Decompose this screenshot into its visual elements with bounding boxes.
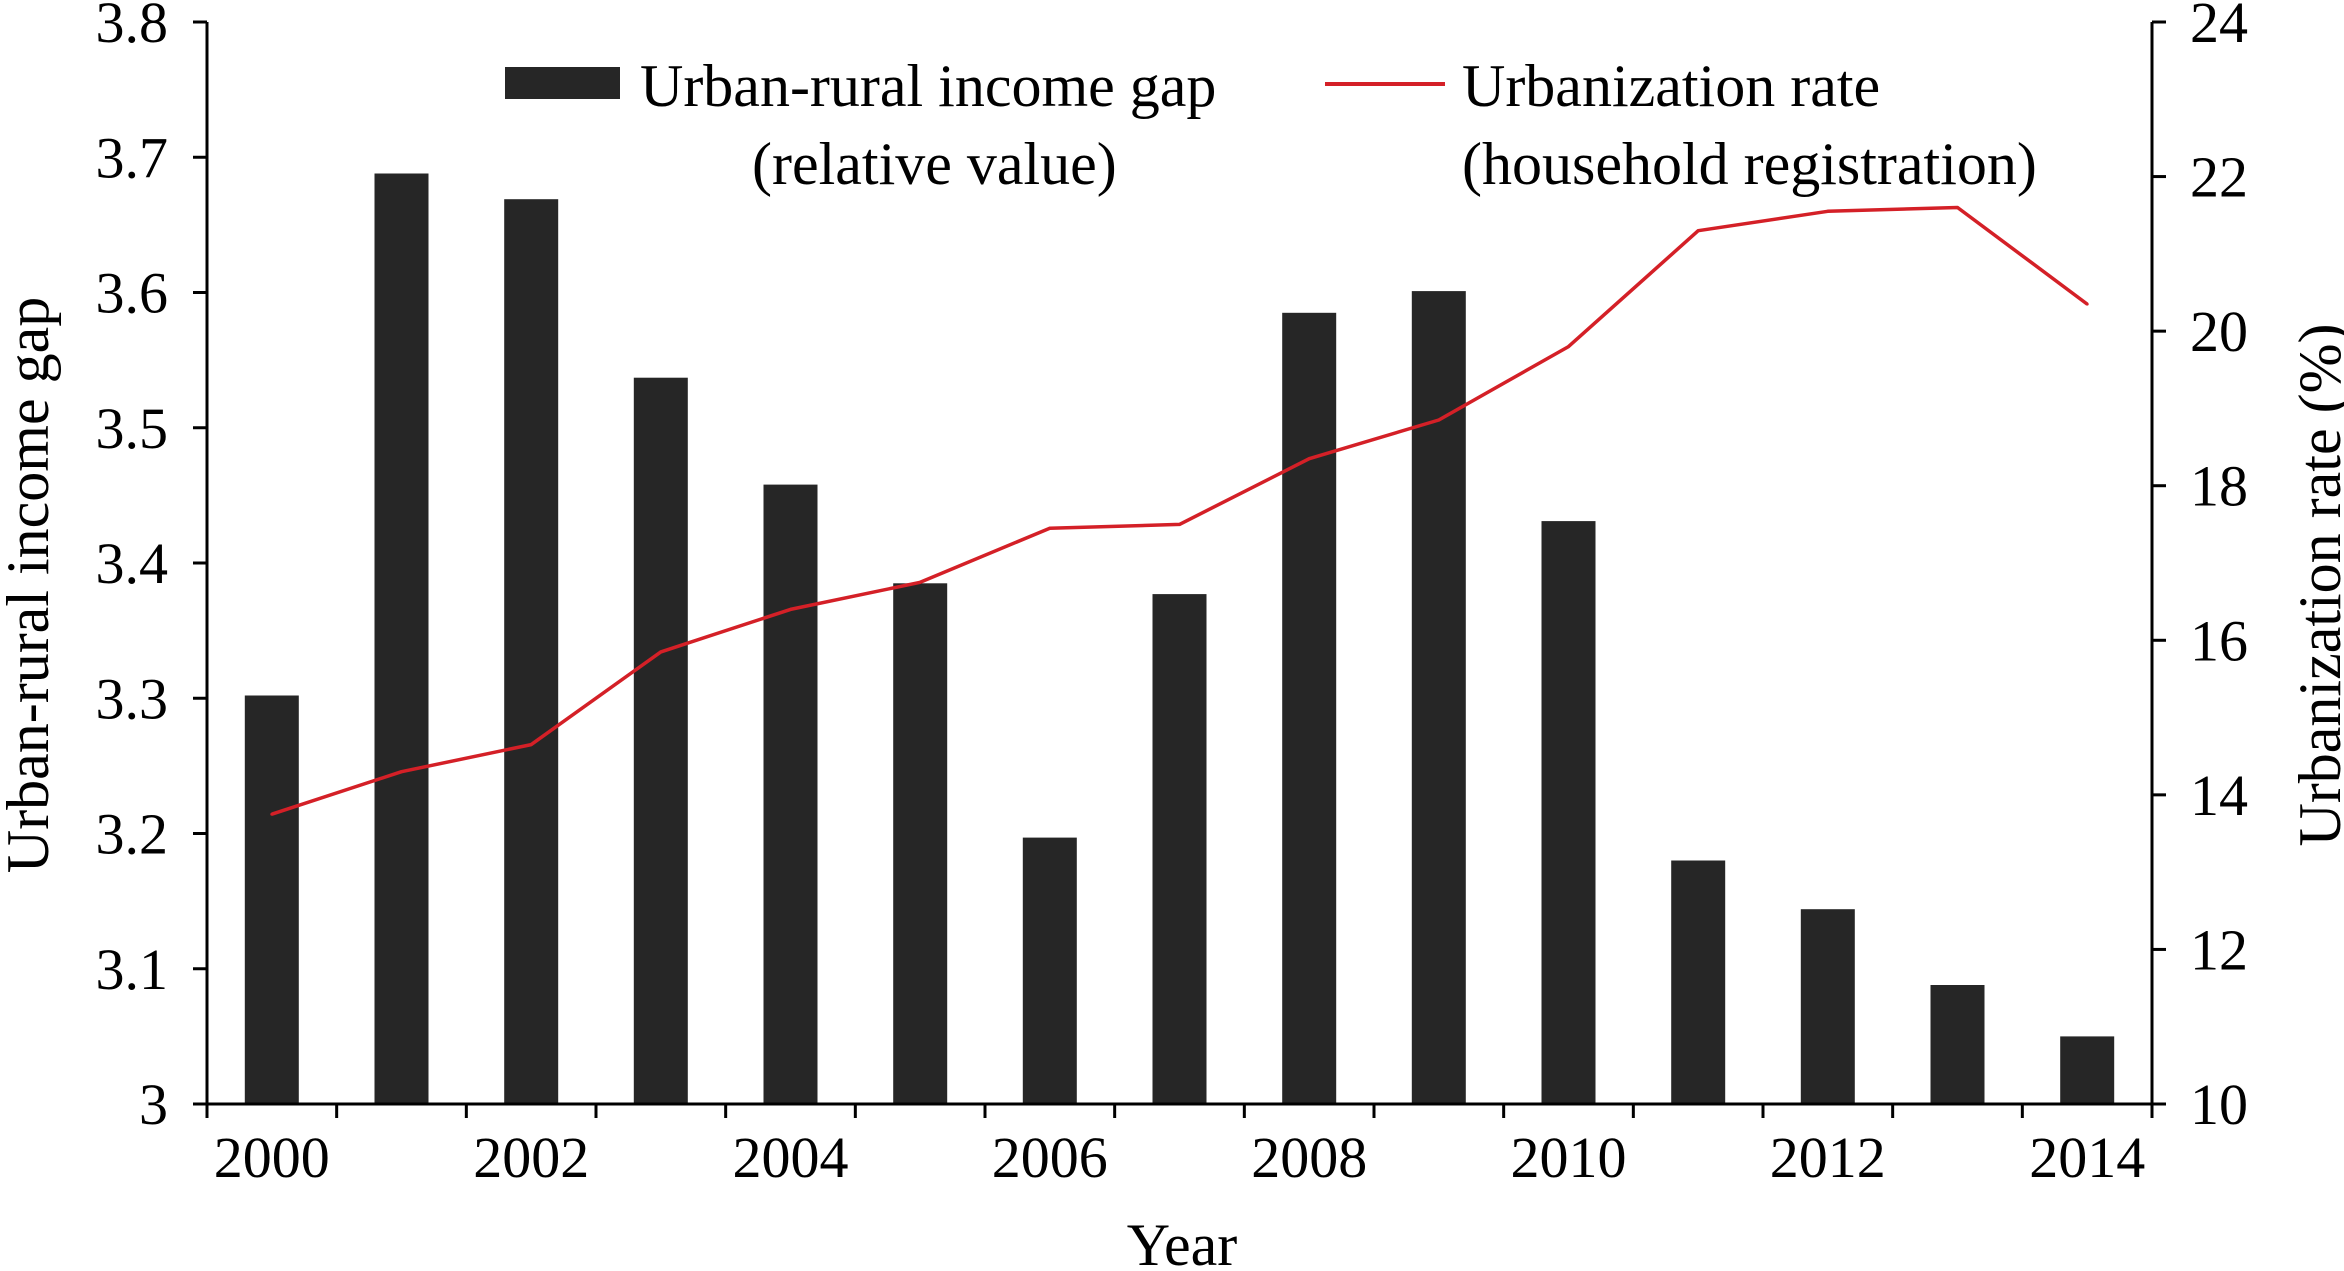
y-right-tick-label: 10 [2190, 1072, 2248, 1137]
y-left-tick-label: 3 [139, 1072, 168, 1137]
bar-2013 [1930, 985, 1985, 1104]
y-left-tick-label: 3.3 [96, 666, 169, 731]
bar-2001 [374, 173, 429, 1104]
y-axis-left-title: Urban-rural income gap [0, 297, 61, 873]
bar-2012 [1800, 909, 1855, 1104]
line-point-2011 [1696, 229, 1700, 233]
y-axis-right-title: Urbanization rate (%) [2287, 323, 2344, 846]
legend: Urban-rural income gap (relative value) … [505, 53, 2037, 197]
bar-series-income-gap [244, 173, 2115, 1105]
bar-2000 [244, 695, 299, 1104]
x-tick-label: 2000 [214, 1125, 330, 1190]
y-right-tick-label: 22 [2190, 145, 2248, 210]
x-tick-label: 2012 [1770, 1125, 1886, 1190]
y-left-tick-label: 3.5 [96, 396, 169, 461]
bar-2010 [1541, 521, 1596, 1104]
x-tick-label: 2014 [2029, 1125, 2145, 1190]
legend-swatch-bar [505, 67, 620, 99]
bar-2006 [1022, 837, 1077, 1104]
line-point-2003 [659, 650, 663, 654]
y-left-tick-label: 3.1 [96, 937, 169, 1002]
line-point-2000 [270, 812, 274, 816]
line-point-2002 [529, 743, 533, 747]
line-point-2014 [2085, 302, 2089, 306]
line-point-2010 [1567, 345, 1570, 349]
bar-2014 [2060, 1036, 2115, 1104]
legend-label-income-gap-sub: (relative value) [752, 131, 1117, 197]
bar-2005 [893, 583, 948, 1104]
x-tick-label: 2008 [1251, 1125, 1367, 1190]
bar-2007 [1152, 594, 1207, 1104]
bar-2011 [1671, 860, 1726, 1104]
line-point-2001 [400, 770, 403, 774]
bar-2003 [633, 377, 688, 1104]
y-left-tick-label: 3.8 [96, 0, 169, 55]
line-series-urbanization [270, 205, 2089, 816]
line-point-2008 [1307, 457, 1311, 461]
y-right-tick-label: 12 [2190, 917, 2248, 982]
y-right-tick-label: 16 [2190, 608, 2248, 673]
bar-2004 [763, 484, 818, 1105]
y-right-tick-label: 14 [2190, 763, 2248, 828]
line-point-2013 [1956, 206, 1959, 209]
bar-2008 [1282, 312, 1337, 1104]
line-point-2007 [1178, 522, 1181, 526]
bar-2002 [504, 199, 559, 1104]
x-tick-label: 2006 [992, 1125, 1108, 1190]
y-left-tick-label: 3.4 [96, 531, 169, 596]
legend-label-income-gap: Urban-rural income gap [640, 53, 1216, 119]
line-point-2012 [1826, 209, 1830, 213]
y-left-tick-label: 3.2 [96, 802, 169, 867]
y-right-tick-label: 18 [2190, 454, 2248, 519]
x-tick-label: 2010 [1511, 1125, 1627, 1190]
x-tick-label: 2002 [473, 1125, 589, 1190]
legend-label-urbanization-sub: (household registration) [1462, 131, 2037, 197]
tick-labels: 3 3.1 3.2 3.3 3.4 3.5 3.6 3.7 3.8 10 12 14 16 18 20 22 2… [96, 0, 2249, 1190]
line-point-2004 [789, 607, 792, 611]
line-point-2009 [1437, 418, 1441, 422]
y-left-tick-label: 3.7 [96, 125, 169, 190]
x-tick-label: 2004 [733, 1125, 849, 1190]
x-axis-title: Year [1127, 1212, 1238, 1271]
line-point-2006 [1048, 526, 1052, 530]
line-point-2005 [918, 580, 922, 584]
axes [193, 20, 2166, 1118]
y-left-tick-label: 3.6 [96, 261, 169, 326]
y-right-tick-label: 24 [2190, 0, 2248, 55]
y-right-tick-label: 20 [2190, 299, 2248, 364]
bar-2009 [1411, 291, 1466, 1105]
legend-label-urbanization: Urbanization rate [1462, 53, 1880, 119]
